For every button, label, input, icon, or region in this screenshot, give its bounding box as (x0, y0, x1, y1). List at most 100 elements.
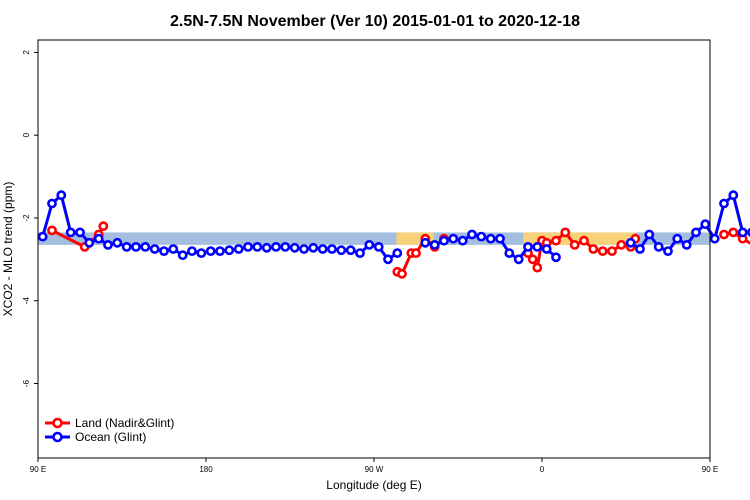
legend-marker (52, 417, 63, 429)
data-point (439, 235, 449, 246)
series-layer (37, 190, 750, 279)
data-point (168, 244, 179, 254)
data-point (392, 248, 403, 258)
data-point (691, 227, 701, 238)
data-point (159, 246, 169, 256)
data-point (635, 244, 645, 254)
x-tick-label: 90 W (365, 465, 384, 474)
data-point (700, 219, 711, 230)
legend-marker (52, 431, 63, 443)
series-1 (37, 190, 750, 265)
data-point (112, 237, 123, 248)
data-point (551, 252, 561, 263)
data-point (271, 241, 281, 252)
data-point (243, 241, 253, 252)
data-point (196, 248, 207, 258)
data-point (84, 237, 95, 248)
data-point (625, 237, 636, 248)
data-point (672, 233, 683, 244)
data-point (504, 248, 515, 258)
data-point (261, 242, 272, 253)
data-point (56, 190, 67, 201)
data-point (532, 241, 543, 252)
data-point (336, 245, 347, 256)
data-point (728, 227, 739, 238)
data-point (429, 239, 440, 250)
y-axis: 2 0 -2 -4 -6 (22, 50, 38, 387)
data-point (355, 248, 365, 258)
data-point (149, 244, 160, 254)
data-point (397, 268, 407, 279)
legend-item: Ocean (Glint) (45, 430, 146, 444)
data-point (551, 235, 561, 246)
data-point (47, 225, 57, 236)
data-point (513, 254, 524, 265)
y-tick-label: -6 (22, 379, 31, 387)
data-point (177, 250, 188, 261)
data-point (140, 241, 151, 252)
data-point (644, 229, 655, 240)
legend-item: Land (Nadir&Glint) (45, 416, 174, 430)
data-point (719, 198, 729, 209)
legend-label: Ocean (Glint) (75, 430, 146, 444)
x-axis-label: Longitude (deg E) (326, 478, 421, 492)
data-point (308, 242, 319, 253)
data-point (383, 254, 393, 265)
data-point (411, 248, 421, 258)
x-tick-label: 180 (199, 465, 213, 474)
data-point (205, 246, 216, 256)
data-point (103, 239, 113, 250)
x-tick-label: 90 E (702, 465, 718, 474)
x-tick-label: 0 (540, 465, 545, 474)
data-point (299, 244, 309, 254)
data-point (709, 233, 720, 244)
data-point (485, 233, 496, 244)
y-tick-label: 0 (22, 132, 31, 137)
data-point (252, 241, 263, 252)
data-point (541, 244, 552, 254)
data-point (187, 246, 197, 256)
data-point (448, 233, 459, 244)
data-point (467, 229, 477, 240)
data-point (131, 241, 141, 252)
data-point (476, 231, 487, 242)
data-point (719, 229, 729, 240)
data-point (495, 233, 505, 244)
data-point (345, 245, 356, 256)
legend-label: Land (Nadir&Glint) (75, 416, 174, 430)
data-point (75, 227, 85, 238)
data-point (457, 235, 468, 246)
x-tick-label: 90 E (30, 465, 46, 474)
data-point (663, 246, 673, 256)
data-point (728, 190, 739, 201)
data-point (532, 262, 543, 273)
data-point (289, 242, 300, 253)
data-point (47, 198, 57, 209)
data-point (93, 233, 104, 244)
data-point (737, 227, 748, 238)
data-point (65, 227, 76, 238)
data-point (121, 241, 132, 252)
data-point (327, 244, 337, 254)
data-point (527, 254, 538, 265)
data-point (653, 241, 664, 252)
data-point (317, 244, 328, 254)
data-point (579, 235, 589, 246)
data-point (98, 221, 109, 232)
data-point (523, 241, 533, 252)
y-axis-label: XCO2 - MLO trend (ppm) (1, 182, 15, 317)
x-axis: 90 E 180 90 W 0 90 E (30, 458, 718, 474)
data-point (373, 241, 384, 252)
data-point (224, 245, 235, 256)
data-point (364, 239, 375, 250)
y-tick-label: -2 (22, 214, 31, 222)
data-point (560, 227, 571, 238)
y-tick-label: -4 (22, 297, 31, 305)
data-point (616, 239, 627, 250)
legend: Land (Nadir&Glint)Ocean (Glint) (45, 416, 174, 444)
data-point (681, 239, 692, 250)
data-point (215, 246, 225, 256)
series-line (629, 193, 750, 253)
data-point (569, 239, 580, 250)
